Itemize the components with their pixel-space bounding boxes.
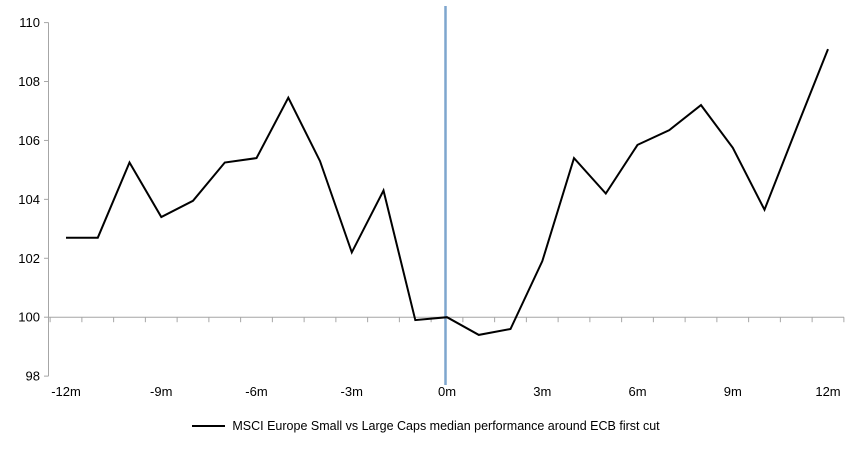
y-tick-label: 108 — [18, 74, 40, 89]
y-tick-label: 100 — [18, 310, 40, 325]
y-tick-label: 110 — [19, 15, 40, 30]
legend: MSCI Europe Small vs Large Caps median p… — [0, 417, 852, 435]
x-tick-label: -6m — [245, 384, 267, 399]
legend-line-marker — [192, 425, 226, 427]
x-tick-label: 3m — [533, 384, 551, 399]
y-tick-label: 106 — [18, 133, 40, 148]
x-tick-label: -3m — [341, 384, 363, 399]
series-group — [66, 48, 829, 336]
x-tick-label: 9m — [724, 384, 742, 399]
x-tick-label: -12m — [51, 384, 81, 399]
y-tick-label: 102 — [18, 251, 40, 266]
x-tick-label: 6m — [628, 384, 646, 399]
legend-label: MSCI Europe Small vs Large Caps median p… — [232, 419, 660, 433]
series-line — [66, 48, 829, 336]
x-tick-label: 0m — [438, 384, 456, 399]
y-axis: 110 108 106 104 102 100 98 — [18, 15, 49, 384]
y-tick-label: 104 — [18, 192, 40, 207]
y-tick-label: 98 — [26, 369, 40, 384]
x-tick-label: 12m — [815, 384, 840, 399]
x-tick-label: -9m — [150, 384, 172, 399]
